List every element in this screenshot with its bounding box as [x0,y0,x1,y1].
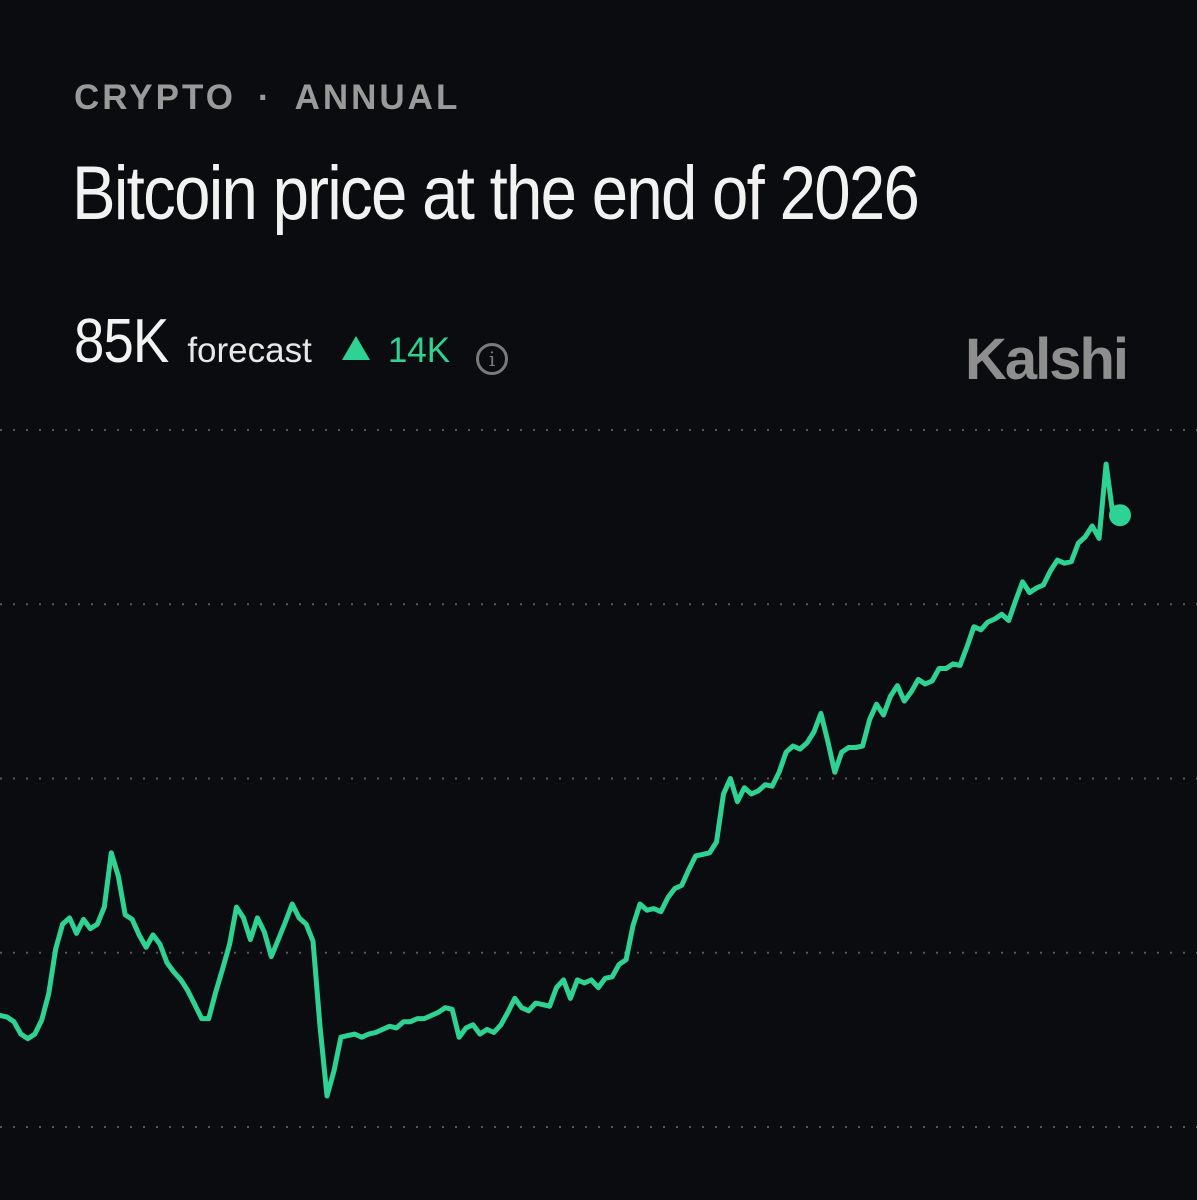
category-text: CRYPTO [74,78,236,117]
change-value: 14K [387,331,451,370]
forecast-value: 85K [74,307,169,376]
change-indicator: 14K [341,331,451,371]
series-line [0,461,1123,1099]
info-circle-icon[interactable]: i [476,343,509,375]
up-arrow-icon [341,336,370,360]
separator-dot: · [257,78,273,117]
category-label: CRYPTO · ANNUAL [74,78,460,118]
forecast-summary: 85K forecast 14K i [74,306,509,376]
page-title: Bitcoin price at the end of 2026 [72,151,920,236]
frequency-text: ANNUAL [294,78,461,117]
latest-point-marker[interactable] [1109,504,1131,527]
price-chart [0,429,1197,1128]
gridlines [0,429,1197,1128]
series-layer [0,461,1131,1099]
forecast-label: forecast [187,331,312,370]
brand-logo: Kalshi [964,327,1129,392]
